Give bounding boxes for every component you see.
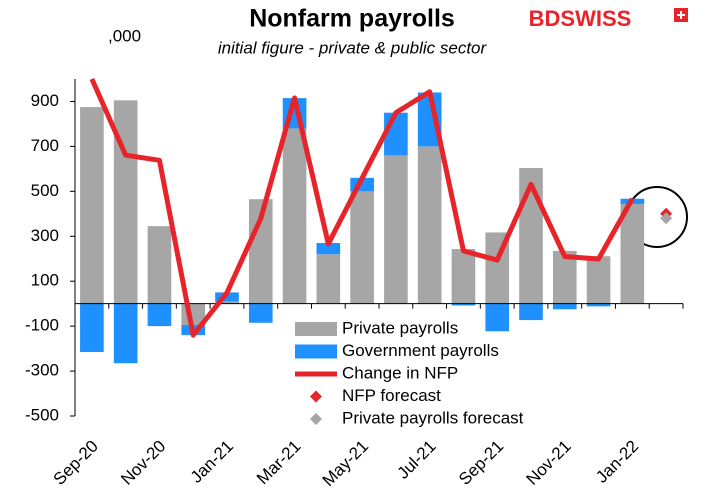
- y-tick-label: 500: [31, 181, 59, 200]
- bar: [316, 243, 341, 255]
- bar: [586, 256, 611, 304]
- y-tick-label: 300: [31, 226, 59, 245]
- legend-label: Change in NFP: [342, 363, 458, 382]
- y-tick-label: -500: [25, 405, 59, 424]
- legend-label: Government payrolls: [342, 341, 499, 360]
- x-tick-label: Jan-22: [592, 437, 642, 487]
- bar: [147, 226, 172, 304]
- x-tick-label: Sep-20: [50, 437, 102, 489]
- x-tick-label: Sep-21: [455, 437, 507, 489]
- bar: [586, 303, 611, 307]
- legend-label: NFP forecast: [342, 386, 441, 405]
- bar: [248, 199, 273, 304]
- x-tick-label: Jul-21: [393, 437, 439, 483]
- bar: [552, 303, 577, 310]
- chart-title: Nonfarm payrolls: [249, 5, 455, 33]
- line: [89, 77, 635, 338]
- bar: [620, 203, 645, 304]
- legend-swatch: [295, 322, 337, 336]
- bar: [384, 155, 408, 304]
- bar: [215, 301, 239, 304]
- bar: [215, 292, 239, 302]
- y-tick-label: 100: [31, 271, 59, 290]
- bar: [519, 303, 543, 321]
- bar: [350, 191, 374, 304]
- bar: [485, 303, 510, 332]
- bar: [451, 249, 476, 304]
- bar: [316, 254, 341, 304]
- legend-swatch: [310, 413, 322, 425]
- bar: [113, 100, 138, 304]
- x-tick-label: May-21: [319, 437, 373, 491]
- bar: [282, 128, 307, 304]
- bar: [80, 107, 104, 304]
- logo: BDSWISS: [529, 6, 632, 31]
- legend-label: Private payrolls forecast: [342, 408, 524, 427]
- y-tick-label: -300: [25, 361, 59, 380]
- chart-subtitle: initial figure - private & public sector: [218, 38, 488, 57]
- bar: [417, 146, 442, 304]
- x-tick-label: Mar-21: [253, 437, 305, 489]
- bar: [417, 92, 442, 147]
- legend-label: Private payrolls: [342, 318, 458, 337]
- bar: [147, 303, 172, 327]
- y-tick-label: 900: [31, 91, 59, 110]
- legend-swatch: [295, 344, 337, 359]
- bar: [552, 250, 577, 304]
- x-tick-label: Jan-21: [187, 437, 237, 487]
- bar: [80, 303, 104, 352]
- logo-icon: [674, 8, 688, 22]
- bar: [113, 303, 138, 364]
- bar: [248, 303, 273, 323]
- x-tick-label: Nov-20: [117, 437, 169, 489]
- marker: [660, 212, 673, 225]
- unit-label: ,000: [108, 26, 141, 45]
- y-tick-label: 700: [31, 136, 59, 155]
- y-tick-label: -100: [25, 316, 59, 335]
- x-tick-label: Nov-21: [523, 437, 575, 489]
- legend-swatch: [310, 390, 322, 403]
- bar: [451, 303, 476, 306]
